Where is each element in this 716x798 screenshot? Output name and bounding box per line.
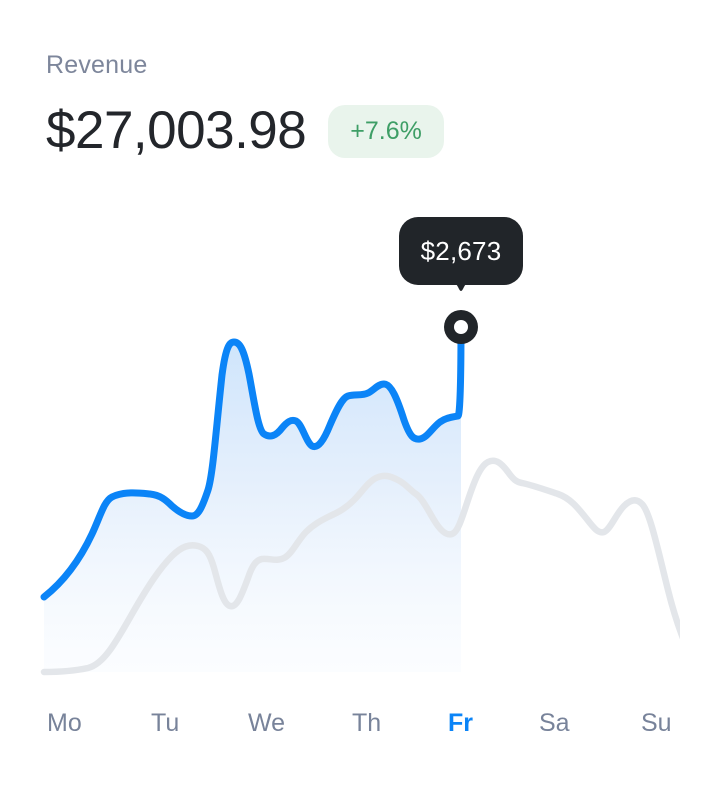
tooltip-tail-icon	[447, 281, 475, 291]
x-tick-we[interactable]: We	[248, 709, 286, 737]
series-line-last-week	[40, 457, 680, 676]
tooltip-value: $2,673	[420, 236, 502, 266]
metric-label: Revenue	[46, 51, 148, 79]
active-point-marker[interactable]	[444, 310, 478, 344]
x-tick-su[interactable]: Su	[641, 709, 672, 737]
chart-tooltip: $2,673	[399, 217, 523, 285]
x-tick-fr[interactable]: Fr	[448, 709, 473, 737]
series-line-this-week	[40, 323, 465, 601]
chart-svg	[40, 270, 702, 676]
chart-x-axis: Mo Tu We Th Fr Sa Su	[0, 708, 716, 748]
revenue-chart[interactable]	[0, 190, 716, 690]
x-tick-th[interactable]: Th	[352, 709, 382, 737]
metric-value: $27,003.98	[46, 101, 307, 160]
marker-inner-dot	[454, 320, 468, 334]
card-header: Revenue $27,003.98 +7.6%	[46, 50, 666, 162]
x-tick-sa[interactable]: Sa	[539, 709, 570, 737]
delta-badge: +7.6%	[328, 104, 444, 158]
x-tick-mo[interactable]: Mo	[47, 709, 82, 737]
metric-value-row: $27,003.98 +7.6%	[46, 100, 666, 162]
x-tick-tu[interactable]: Tu	[151, 709, 180, 737]
